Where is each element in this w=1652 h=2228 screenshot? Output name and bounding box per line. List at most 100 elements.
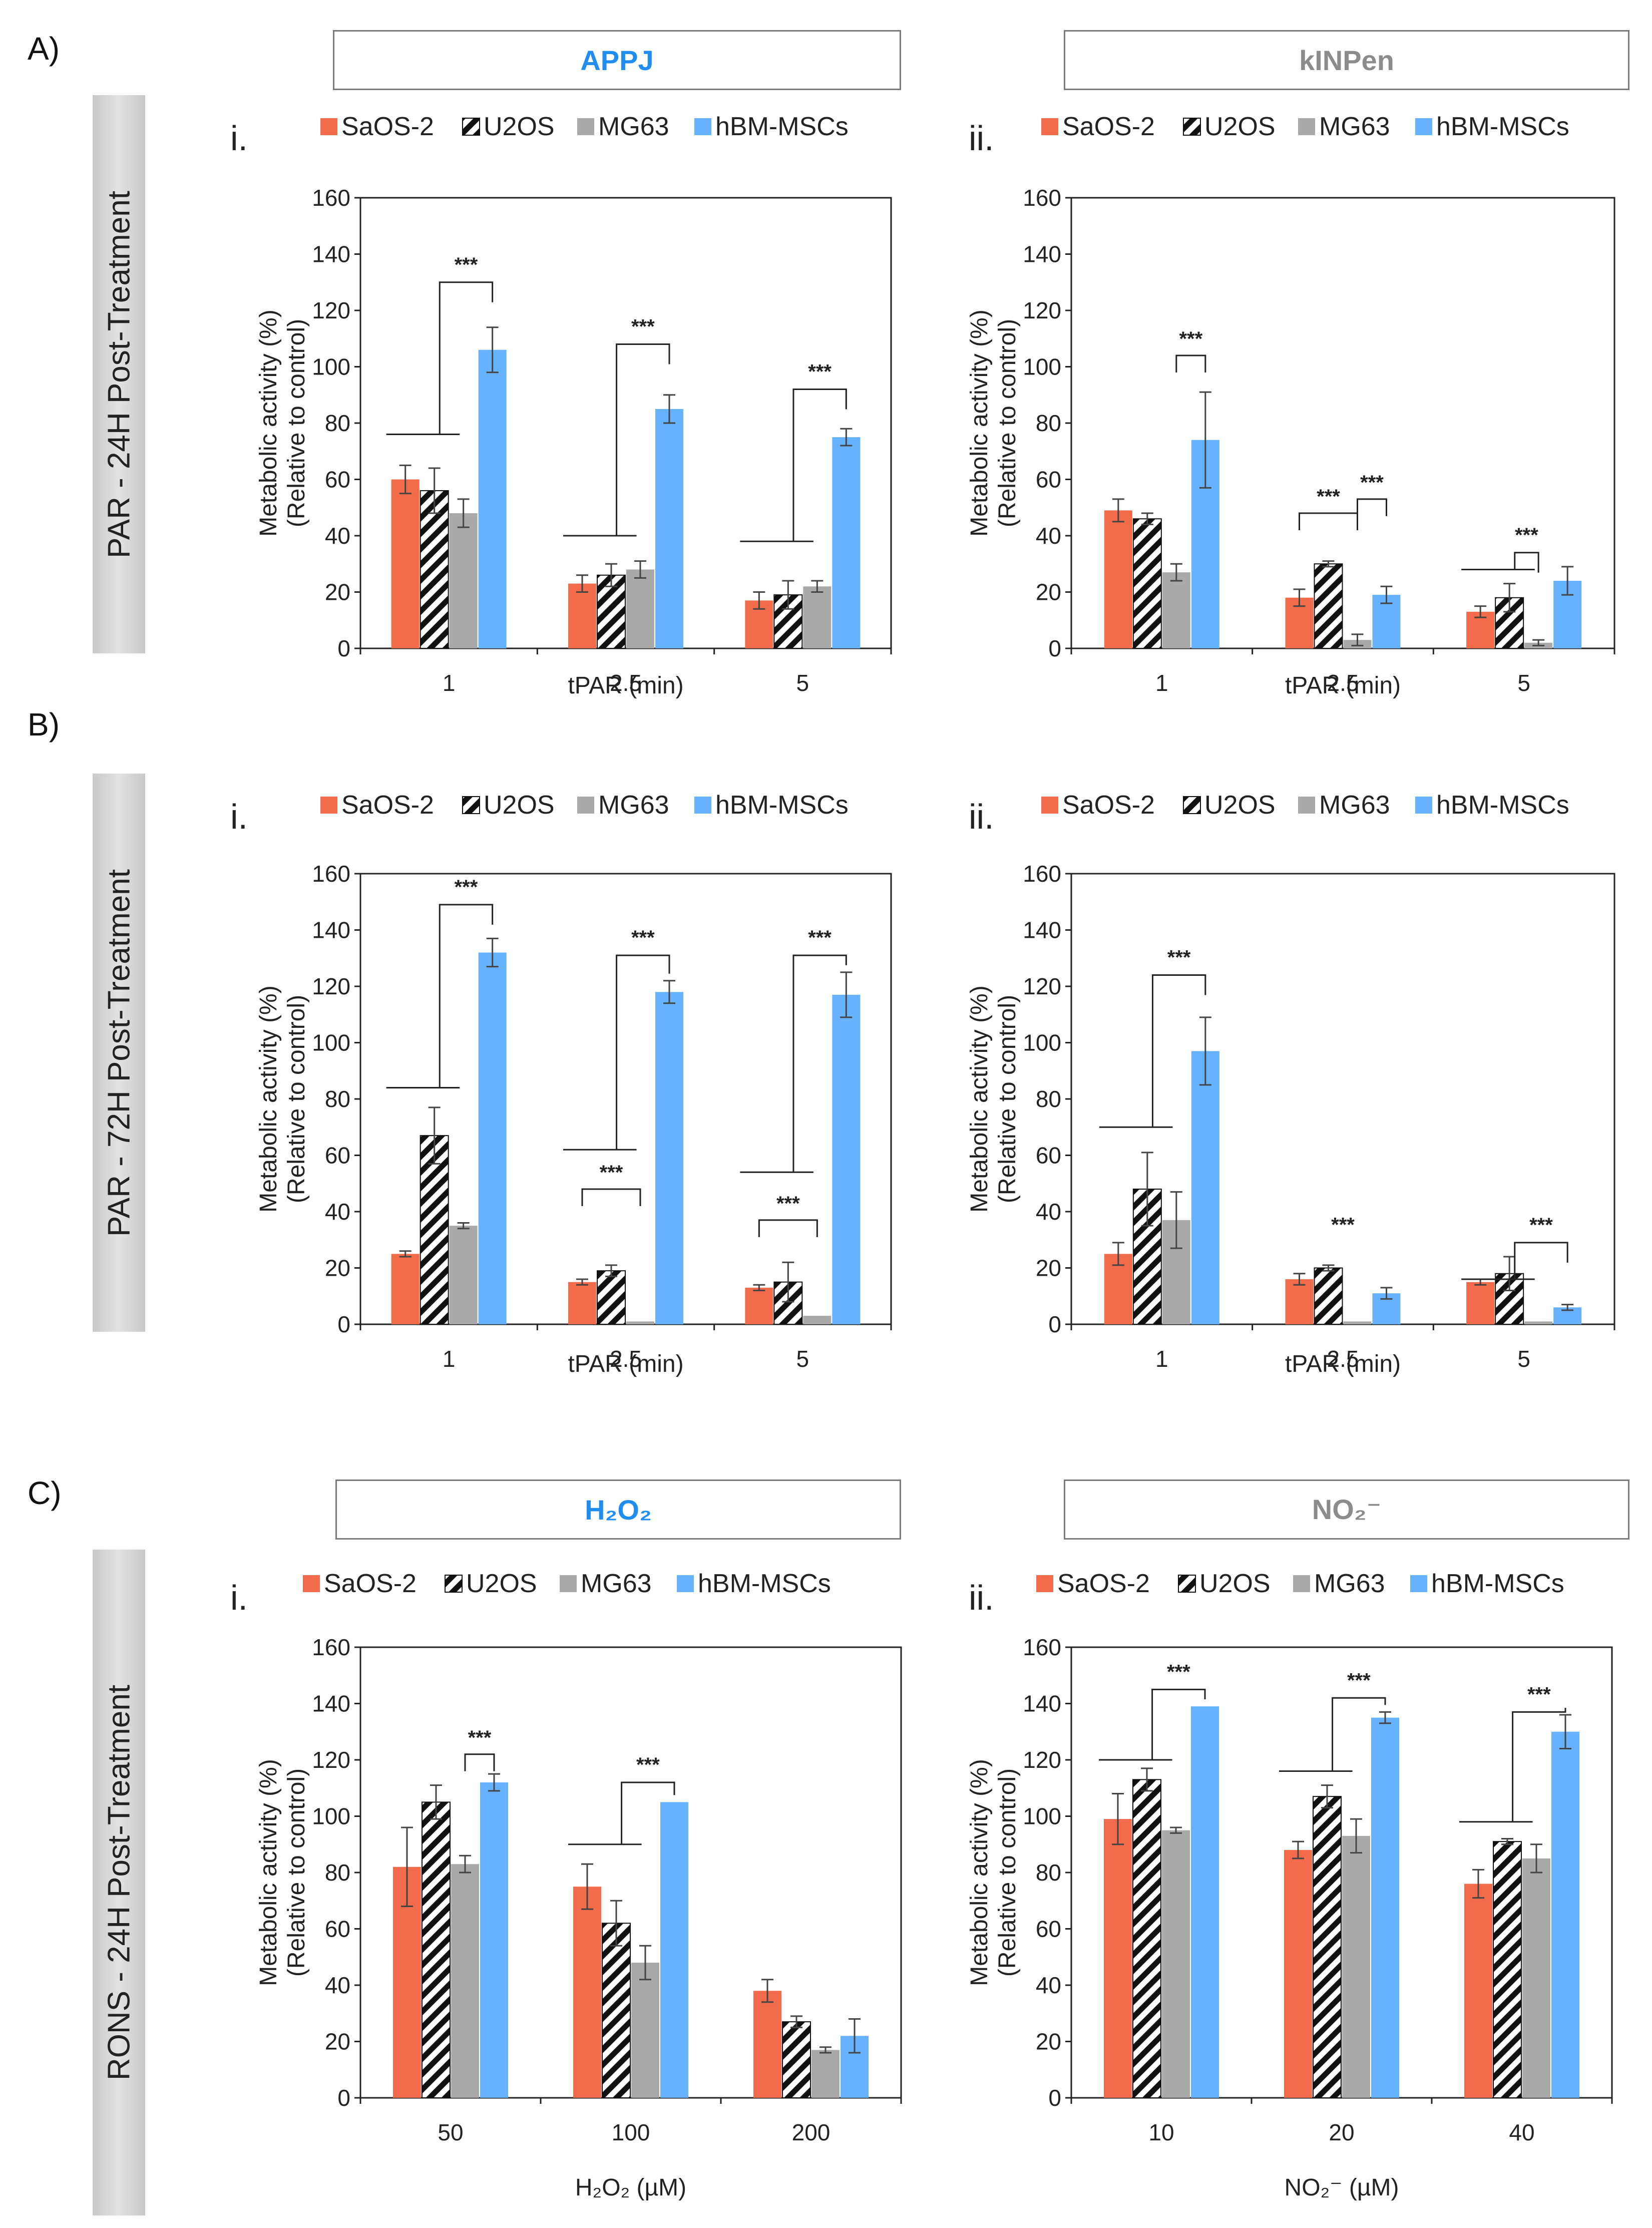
side-banner-a: PAR - 24H Post-Treatment	[93, 95, 145, 653]
bar-mg63	[1524, 1321, 1553, 1324]
sig-bracket	[1151, 974, 1206, 1128]
bar-saos-2	[753, 1991, 781, 2098]
legend-swatch-u2os	[1183, 796, 1201, 814]
legend-label-mg63: MG63	[1319, 112, 1390, 141]
y-tick-label: 120	[1023, 297, 1061, 323]
side-label-b: PAR - 72H Post-Treatment	[102, 869, 136, 1237]
legend-label-u2os: U2OS	[466, 1569, 537, 1598]
legend-label-hbm-mscs: hBM-MSCs	[1431, 1569, 1564, 1598]
section-label-c: C)	[28, 1475, 62, 1511]
bar-hbm-mscs	[655, 992, 683, 1324]
section-label-b: B)	[28, 706, 60, 742]
sig-bracket	[439, 281, 494, 435]
bar-u2os	[1313, 1796, 1342, 2098]
bar-saos-2	[573, 1887, 601, 2098]
y-axis-subtitle: (Relative to control)	[994, 995, 1021, 1203]
bar-hbm-mscs	[478, 349, 507, 648]
y-tick-label: 60	[325, 467, 350, 493]
legend-label-mg63: MG63	[1314, 1569, 1385, 1598]
header-kinpen: kINPen	[1064, 30, 1629, 90]
bar-hbm-mscs	[478, 952, 507, 1324]
y-tick-label: 100	[1023, 1803, 1061, 1829]
bar-hbm-mscs	[1191, 1051, 1219, 1324]
y-axis-subtitle: (Relative to control)	[994, 1768, 1021, 1977]
side-banner-c: RONS - 24H Post-Treatment	[93, 1550, 145, 2215]
y-axis-label: Metabolic activity (%) (Relative to contr…	[966, 309, 1021, 536]
y-tick-label: 160	[312, 861, 350, 887]
y-tick-label: 0	[1048, 1311, 1061, 1337]
y-axis-title: Metabolic activity (%)	[255, 985, 282, 1212]
y-tick-label: 120	[1023, 1747, 1061, 1773]
y-axis-title: Metabolic activity (%)	[255, 1759, 282, 1986]
y-tick-label: 120	[1023, 973, 1061, 999]
x-tick-label: 5	[796, 670, 809, 696]
bar-hbm-mscs	[832, 994, 861, 1324]
sig-bracket	[1175, 354, 1206, 373]
legend: SaOS-2 U2OS MG63 hBM-MSCs	[1041, 791, 1569, 820]
bar-saos-2	[568, 583, 596, 648]
y-axis-subtitle: (Relative to control)	[994, 319, 1021, 527]
bar-mg63	[1343, 1321, 1372, 1324]
chart-panel-a-ii: 0 20 40 60 80 100 120 140 160 Metabolic activity …	[966, 112, 1615, 699]
legend-label-saos-2: SaOS-2	[1062, 791, 1155, 820]
legend-label-hbm-mscs: hBM-MSCs	[1436, 112, 1569, 141]
y-tick-label: 120	[312, 973, 350, 999]
legend-swatch-hbm-mscs	[1410, 1575, 1427, 1592]
y-tick-label: 0	[337, 1311, 350, 1337]
legend: SaOS-2 U2OS MG63 hBM-MSCs	[1041, 112, 1569, 141]
sig-bracket	[792, 954, 847, 1173]
side-label-c: RONS - 24H Post-Treatment	[102, 1684, 136, 2081]
y-tick-label: 80	[1036, 1086, 1061, 1112]
bar-saos-2	[1464, 1884, 1492, 2098]
chart-panel-b-i: 0 20 40 60 80 100 120 140 160 Metabolic activity …	[230, 791, 892, 1377]
bar-saos-2	[1285, 1279, 1314, 1324]
y-tick-label: 160	[1023, 185, 1061, 211]
legend-label-hbm-mscs: hBM-MSCs	[715, 791, 849, 820]
legend-swatch-u2os	[445, 1575, 463, 1593]
y-tick-label: 100	[312, 1803, 350, 1829]
x-tick-label: 200	[792, 2119, 831, 2145]
legend-label-saos-2: SaOS-2	[1062, 112, 1155, 141]
legend-swatch-mg63	[560, 1575, 577, 1592]
x-tick-label: 5	[1517, 1346, 1530, 1372]
bar-mg63	[626, 569, 654, 648]
x-tick-label: 50	[438, 2119, 463, 2145]
sig-bracket	[616, 954, 670, 1150]
sig-bracket	[581, 1188, 641, 1206]
x-tick-label: 100	[612, 2119, 650, 2145]
sig-star: ***	[1167, 947, 1191, 969]
x-tick-label: 1	[1155, 670, 1168, 696]
y-tick-label: 140	[312, 917, 350, 943]
y-tick-label: 20	[325, 579, 350, 605]
bar-mg63	[626, 1321, 654, 1324]
legend-label-mg63: MG63	[1319, 791, 1390, 820]
legend-swatch-mg63	[1293, 1575, 1310, 1592]
sig-star: ***	[455, 254, 478, 276]
y-tick-label: 60	[1036, 1143, 1061, 1169]
panel-roman: ii.	[969, 119, 994, 158]
y-axis-subtitle: (Relative to control)	[283, 995, 310, 1203]
bar-saos-2	[1104, 1819, 1132, 2098]
legend-label-hbm-mscs: hBM-MSCs	[1436, 791, 1569, 820]
bar-mg63	[803, 586, 832, 648]
bar-mg63	[1522, 1858, 1550, 2098]
sig-bracket	[1357, 498, 1387, 516]
x-axis-title: tPAR (min)	[568, 1351, 683, 1377]
legend-swatch-saos-2	[320, 797, 337, 814]
bar-saos-2	[1466, 1282, 1495, 1324]
bar-saos-2	[391, 1254, 420, 1324]
sig-bracket	[1514, 1242, 1568, 1279]
y-tick-label: 40	[1036, 1199, 1061, 1225]
chart-panel-c-ii: 0 20 40 60 80 100 120 140 160 Metabolic activity …	[966, 1569, 1613, 2201]
legend-swatch-mg63	[1298, 118, 1315, 135]
panel-roman: ii.	[969, 1578, 994, 1617]
y-axis-label: Metabolic activity (%) (Relative to contr…	[255, 309, 310, 536]
sig-star: ***	[468, 1727, 492, 1749]
sig-star: ***	[1331, 1214, 1355, 1236]
sig-bracket	[792, 389, 847, 542]
bar-u2os	[1132, 1779, 1161, 2098]
bar-u2os	[597, 1270, 626, 1325]
legend-swatch-hbm-mscs	[1415, 118, 1432, 135]
panel-roman: i.	[230, 1578, 248, 1617]
